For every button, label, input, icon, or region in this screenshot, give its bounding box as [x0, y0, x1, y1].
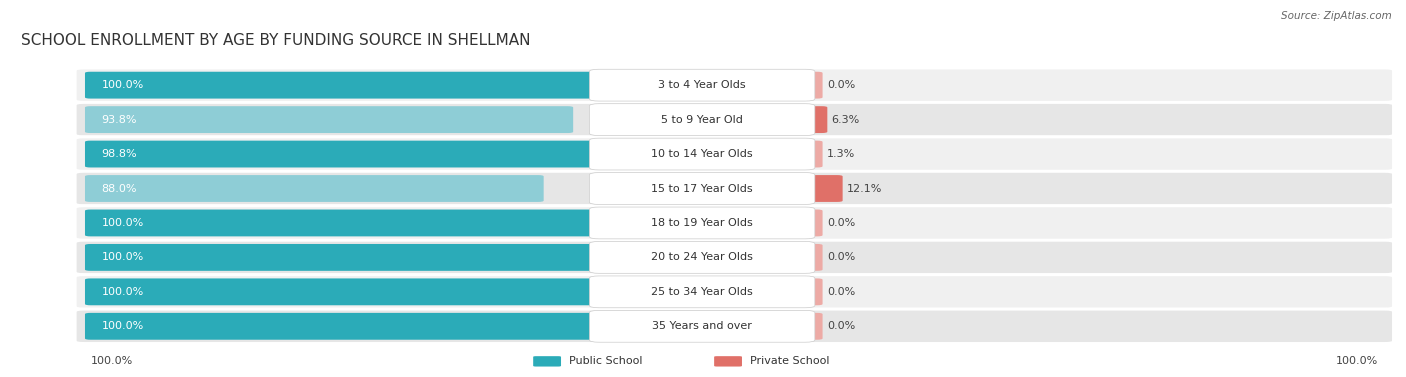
- Text: 18 to 19 Year Olds: 18 to 19 Year Olds: [651, 218, 754, 228]
- FancyBboxPatch shape: [800, 141, 823, 167]
- Text: 5 to 9 Year Old: 5 to 9 Year Old: [661, 115, 742, 125]
- FancyBboxPatch shape: [76, 68, 1393, 102]
- FancyBboxPatch shape: [800, 72, 823, 98]
- Text: 0.0%: 0.0%: [827, 287, 855, 297]
- FancyBboxPatch shape: [800, 244, 823, 271]
- Text: 100.0%: 100.0%: [101, 321, 143, 331]
- Text: 15 to 17 Year Olds: 15 to 17 Year Olds: [651, 184, 754, 193]
- Text: 100.0%: 100.0%: [90, 356, 132, 366]
- FancyBboxPatch shape: [76, 275, 1393, 309]
- FancyBboxPatch shape: [84, 141, 599, 167]
- FancyBboxPatch shape: [84, 72, 605, 98]
- FancyBboxPatch shape: [589, 173, 815, 204]
- FancyBboxPatch shape: [84, 279, 605, 305]
- Text: 100.0%: 100.0%: [1336, 356, 1378, 366]
- Text: Private School: Private School: [751, 356, 830, 366]
- FancyBboxPatch shape: [714, 356, 742, 366]
- Text: 10 to 14 Year Olds: 10 to 14 Year Olds: [651, 149, 754, 159]
- FancyBboxPatch shape: [76, 137, 1393, 171]
- Text: 100.0%: 100.0%: [101, 252, 143, 262]
- FancyBboxPatch shape: [76, 206, 1393, 240]
- Text: 3 to 4 Year Olds: 3 to 4 Year Olds: [658, 80, 747, 90]
- FancyBboxPatch shape: [800, 106, 827, 133]
- Text: 88.0%: 88.0%: [101, 184, 138, 193]
- FancyBboxPatch shape: [589, 69, 815, 101]
- Text: 93.8%: 93.8%: [101, 115, 138, 125]
- Text: Source: ZipAtlas.com: Source: ZipAtlas.com: [1281, 11, 1392, 21]
- FancyBboxPatch shape: [800, 175, 842, 202]
- FancyBboxPatch shape: [84, 244, 605, 271]
- FancyBboxPatch shape: [589, 242, 815, 273]
- Text: Public School: Public School: [569, 356, 643, 366]
- Text: 100.0%: 100.0%: [101, 80, 143, 90]
- FancyBboxPatch shape: [84, 106, 574, 133]
- FancyBboxPatch shape: [589, 104, 815, 135]
- FancyBboxPatch shape: [800, 313, 823, 340]
- FancyBboxPatch shape: [84, 210, 605, 236]
- Text: 100.0%: 100.0%: [101, 218, 143, 228]
- Text: 25 to 34 Year Olds: 25 to 34 Year Olds: [651, 287, 754, 297]
- FancyBboxPatch shape: [76, 309, 1393, 343]
- Text: 1.3%: 1.3%: [827, 149, 855, 159]
- Text: 6.3%: 6.3%: [831, 115, 859, 125]
- FancyBboxPatch shape: [589, 276, 815, 308]
- FancyBboxPatch shape: [800, 279, 823, 305]
- Text: 98.8%: 98.8%: [101, 149, 138, 159]
- Text: 100.0%: 100.0%: [101, 287, 143, 297]
- FancyBboxPatch shape: [76, 103, 1393, 137]
- FancyBboxPatch shape: [84, 175, 544, 202]
- FancyBboxPatch shape: [533, 356, 561, 366]
- FancyBboxPatch shape: [800, 210, 823, 236]
- Text: 0.0%: 0.0%: [827, 321, 855, 331]
- Text: 12.1%: 12.1%: [846, 184, 882, 193]
- Text: 0.0%: 0.0%: [827, 252, 855, 262]
- FancyBboxPatch shape: [589, 138, 815, 170]
- Text: 20 to 24 Year Olds: 20 to 24 Year Olds: [651, 252, 754, 262]
- FancyBboxPatch shape: [589, 310, 815, 342]
- Text: SCHOOL ENROLLMENT BY AGE BY FUNDING SOURCE IN SHELLMAN: SCHOOL ENROLLMENT BY AGE BY FUNDING SOUR…: [21, 34, 530, 49]
- Text: 0.0%: 0.0%: [827, 80, 855, 90]
- FancyBboxPatch shape: [84, 313, 605, 340]
- Text: 35 Years and over: 35 Years and over: [652, 321, 752, 331]
- FancyBboxPatch shape: [76, 172, 1393, 205]
- FancyBboxPatch shape: [589, 207, 815, 239]
- Text: 0.0%: 0.0%: [827, 218, 855, 228]
- FancyBboxPatch shape: [76, 240, 1393, 274]
